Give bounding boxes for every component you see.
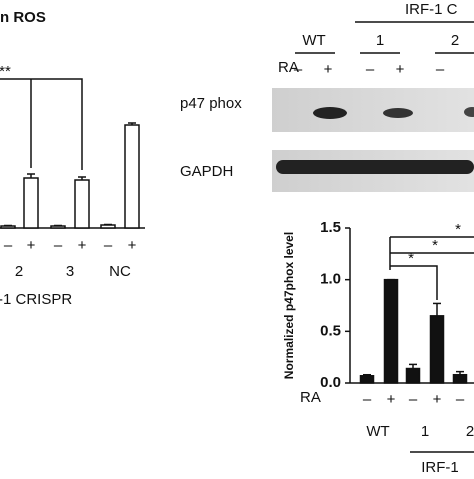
bar <box>359 375 375 384</box>
group-label: 2 <box>15 263 23 280</box>
blot-row: p47 phox <box>180 95 242 112</box>
blot-sign: – <box>366 61 375 78</box>
bar <box>100 224 116 229</box>
treatment-sign: + <box>78 237 87 254</box>
treatment-sign: – <box>363 391 372 408</box>
blot-group: WT <box>302 32 325 49</box>
bar <box>405 367 421 384</box>
treatment-sign: + <box>433 391 442 408</box>
blot-sign: – <box>436 61 445 78</box>
y-axis-label: Normalized p47phox level <box>282 232 296 379</box>
treatment-sign: – <box>456 391 465 408</box>
y-tick-label: 0.5 <box>320 322 341 339</box>
bar <box>452 373 468 384</box>
bar <box>0 225 16 229</box>
significance-bracket <box>0 78 83 170</box>
treatment-sign: – <box>4 237 13 254</box>
bar <box>383 278 399 384</box>
group-title: -1 CRISPR <box>0 291 72 308</box>
band <box>464 107 474 117</box>
treatment-sign: + <box>387 391 396 408</box>
treatment-sign: + <box>128 237 137 254</box>
blot-sign: + <box>324 61 333 78</box>
group-label: 2 <box>466 423 474 440</box>
significance: ** <box>0 63 11 80</box>
blot-row: GAPDH <box>180 163 233 180</box>
blot-row-label: RA <box>278 59 299 76</box>
significance: * <box>455 221 461 238</box>
panel-title: n ROS <box>0 9 46 26</box>
blot-sign: – <box>294 61 303 78</box>
significance-bracket <box>389 236 474 300</box>
treatment-sign: – <box>54 237 63 254</box>
bar <box>50 225 66 229</box>
bar <box>124 124 140 229</box>
bar <box>429 315 445 384</box>
treatment-sign: – <box>409 391 418 408</box>
y-tick-label: 1.5 <box>320 219 341 236</box>
group-label: 1 <box>421 423 429 440</box>
blot-sign: + <box>396 61 405 78</box>
group-label: NC <box>109 263 131 280</box>
blot-group-title: IRF-1 C <box>405 1 458 18</box>
bar <box>74 179 90 229</box>
group-title: IRF-1 <box>421 459 459 474</box>
bar <box>23 177 39 229</box>
blot-p47 <box>272 88 474 132</box>
band <box>276 160 474 174</box>
treatment-sign: – <box>104 237 113 254</box>
blot-group: 2 <box>451 32 459 49</box>
significance: * <box>432 237 438 254</box>
band <box>313 107 347 119</box>
group-label: WT <box>366 423 389 440</box>
blot-group: 1 <box>376 32 384 49</box>
y-tick-label: 1.0 <box>320 271 341 288</box>
treatment-sign: + <box>27 237 36 254</box>
significance: * <box>408 250 414 267</box>
group-label: 3 <box>66 263 74 280</box>
row-label: RA <box>300 389 321 406</box>
y-tick-label: 0.0 <box>320 374 341 391</box>
band <box>383 108 413 118</box>
